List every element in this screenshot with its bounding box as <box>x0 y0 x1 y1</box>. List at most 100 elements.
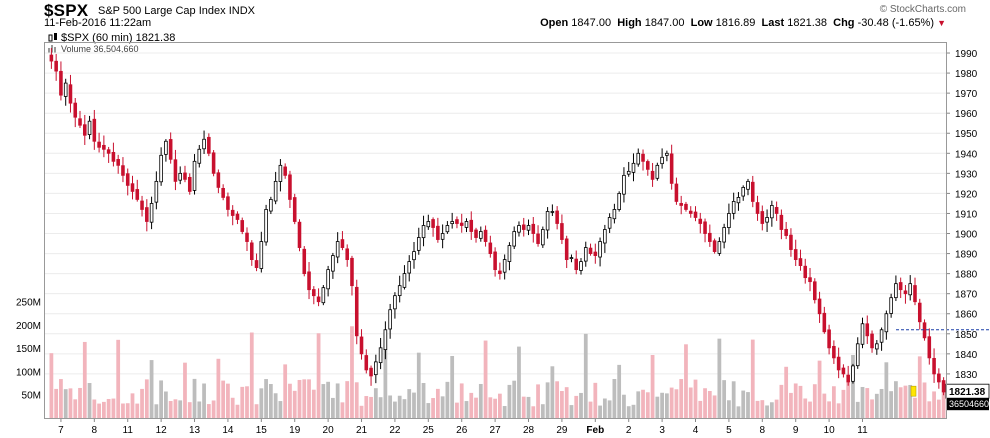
candle-body <box>440 233 445 240</box>
volume-bar <box>941 380 946 418</box>
candle-body <box>421 225 426 239</box>
candle-body <box>898 282 903 291</box>
volume-bar <box>674 389 679 418</box>
volume-bar <box>335 383 340 418</box>
volume-axis: 250M 200M 150M 100M 50M <box>16 298 41 402</box>
candle-body <box>92 118 97 142</box>
candle-body <box>612 209 617 220</box>
volume-bar <box>803 398 808 418</box>
volume-bar <box>187 402 192 418</box>
volume-bar <box>722 380 727 418</box>
candle-body <box>483 229 488 242</box>
volume-bar <box>493 398 497 418</box>
volume-bar <box>326 381 331 418</box>
volume-bar <box>526 396 531 418</box>
candle-body <box>130 183 135 192</box>
candle-body <box>388 309 392 330</box>
volume-bar <box>354 382 359 418</box>
volume-bar <box>240 386 245 418</box>
date-tick-label: 13 <box>189 425 201 436</box>
volume-bar <box>922 382 927 418</box>
volume-bar <box>49 353 54 418</box>
symbol-title: $SPX <box>44 1 89 20</box>
candle-body <box>793 249 798 260</box>
candle-body <box>541 229 545 246</box>
candle-body <box>789 234 793 250</box>
volume-bar <box>393 401 397 418</box>
candle-body <box>164 140 168 155</box>
candle-body <box>207 136 211 154</box>
volume-bar <box>111 398 116 418</box>
candle-body <box>569 257 574 259</box>
volume-bar <box>789 392 793 418</box>
volume-bar <box>316 333 321 418</box>
candle-body <box>307 271 311 291</box>
volume-bar <box>483 340 488 418</box>
volume-bar <box>703 388 707 418</box>
candle-body <box>431 219 435 228</box>
candle-body <box>774 207 779 214</box>
candle-body <box>832 345 836 359</box>
chart-legend: $SPX (60 min) 1821.38 Volume 36,504,660 <box>48 32 175 54</box>
volume-bar <box>235 404 240 418</box>
high-value: 1847.00 <box>644 17 685 29</box>
candle-body <box>765 217 769 223</box>
volume-bar <box>373 388 378 418</box>
volume-bar <box>622 394 626 418</box>
candle-body <box>932 357 936 375</box>
candle-body <box>531 223 536 234</box>
candle-body <box>192 160 197 191</box>
volume-bar <box>216 358 221 418</box>
candle-body <box>545 211 550 231</box>
candle-body <box>455 219 459 224</box>
volume-bars-icon <box>48 44 58 53</box>
candle-body <box>121 165 125 176</box>
copyright-notice[interactable]: © StockCharts.com <box>879 4 966 15</box>
volume-bar <box>598 405 602 418</box>
last-price-label: 1821.38 <box>949 387 986 398</box>
candle-body <box>684 203 688 210</box>
candle-body <box>636 152 641 165</box>
price-tick-label: 1980 <box>955 69 978 80</box>
volume-bar <box>545 382 550 418</box>
volume-bar <box>478 383 483 418</box>
candle-body <box>240 220 245 232</box>
volume-bar <box>135 403 140 418</box>
volume-bar <box>846 381 851 418</box>
volume-bar <box>583 333 588 418</box>
volume-bar <box>226 383 230 418</box>
volume-tick-label: 250M <box>16 298 41 309</box>
volume-bar <box>564 387 569 418</box>
volume-bar <box>798 385 803 418</box>
price-legend: $SPX (60 min) 1821.38 <box>61 32 176 44</box>
date-axis: 7 8 11 12 13 14 15 19 20 21 22 25 26 27 28 29 Feb 2 3 4 5 8 9 1… <box>58 418 868 436</box>
volume-bar <box>760 400 765 418</box>
candle-body <box>512 231 516 247</box>
volume-bar <box>302 379 307 418</box>
date-tick-label: 7 <box>58 425 64 436</box>
volume-bar <box>769 402 774 418</box>
volume-bar <box>889 391 894 418</box>
grid-lines <box>45 52 946 375</box>
volume-bar <box>455 402 459 418</box>
candle-body <box>302 248 307 275</box>
candle-body <box>884 313 889 333</box>
low-value: 1816.89 <box>715 17 756 29</box>
candle-body <box>249 242 254 260</box>
candle-body <box>254 260 259 269</box>
candle-body <box>851 365 855 382</box>
volume-bar <box>350 326 354 418</box>
volume-bar <box>321 384 326 418</box>
candle-body <box>903 290 908 295</box>
candle-body <box>216 172 221 188</box>
volume-bar <box>254 404 259 418</box>
volume-bar <box>59 379 63 418</box>
candle-body <box>521 224 526 230</box>
candle-body <box>908 283 913 296</box>
candle-body <box>145 207 149 222</box>
price-tick-label: 1880 <box>955 270 978 281</box>
volume-bar <box>913 397 917 418</box>
date-tick-label: 25 <box>423 425 435 436</box>
volume-bar <box>531 406 536 418</box>
volume-bar <box>125 403 130 418</box>
